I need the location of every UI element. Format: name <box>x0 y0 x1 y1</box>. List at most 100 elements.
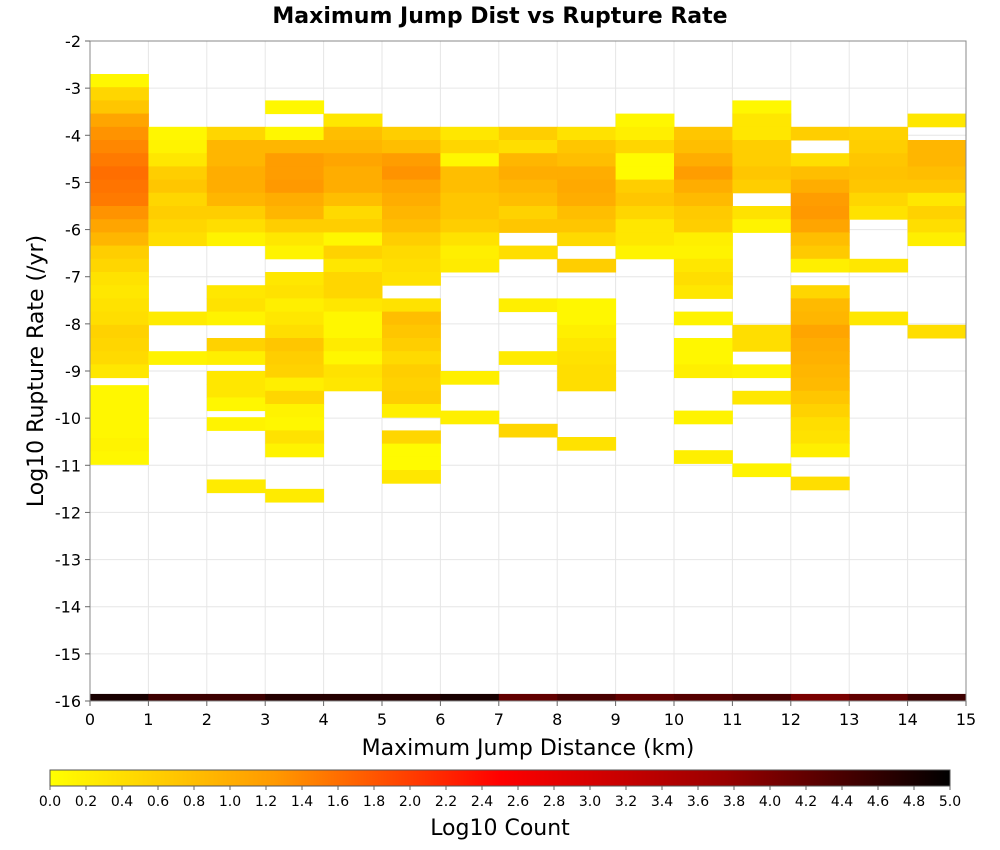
heatmap-cell <box>849 693 909 701</box>
heatmap-cell <box>790 476 850 491</box>
heatmap-cell <box>907 206 967 220</box>
colorbar-tick-label: 2.6 <box>507 794 529 810</box>
y-tick-label: -12 <box>55 503 81 522</box>
heatmap-cell <box>790 166 850 181</box>
heatmap-cell <box>615 232 675 247</box>
heatmap-cell <box>323 258 383 273</box>
heatmap-cell <box>790 443 850 458</box>
y-tick-label: -14 <box>55 598 81 617</box>
heatmap-cell <box>265 100 325 115</box>
heatmap-cell <box>90 324 149 339</box>
heatmap-cell <box>148 232 208 247</box>
heatmap-cell <box>557 206 617 220</box>
heatmap-cell <box>615 206 675 220</box>
heatmap-cell <box>323 338 383 352</box>
heatmap-cell <box>498 219 558 233</box>
heatmap-cell <box>732 100 792 115</box>
heatmap-cell <box>790 179 850 194</box>
y-tick-label: -13 <box>55 551 81 570</box>
heatmap-cell <box>615 693 675 701</box>
heatmap-cell <box>674 410 733 425</box>
heatmap-cell <box>323 153 383 167</box>
heatmap-cell <box>849 192 909 207</box>
x-tick-label: 1 <box>143 710 153 729</box>
heatmap-cell <box>206 192 266 207</box>
heatmap-cell <box>206 417 266 431</box>
heatmap-cell <box>790 126 850 141</box>
heatmap-cell <box>382 153 441 167</box>
heatmap-cell <box>615 166 675 181</box>
colorbar-tick-label: 0.0 <box>39 794 61 810</box>
heatmap-cell <box>732 113 792 128</box>
heatmap-cell <box>849 311 909 326</box>
y-tick-label: -8 <box>65 315 81 334</box>
heatmap-cell <box>790 153 850 167</box>
y-tick-label: -6 <box>65 221 81 240</box>
heatmap-cell <box>265 324 325 339</box>
heatmap-cell <box>615 140 675 154</box>
heatmap-cell <box>90 364 149 379</box>
heatmap-cell <box>907 693 967 701</box>
heatmap-cell <box>440 166 500 181</box>
heatmap-cell <box>206 693 266 701</box>
heatmap-cell <box>265 338 325 352</box>
x-axis-ticks: 0 1 2 3 4 5 6 7 8 9 10 11 12 13 14 15 <box>85 701 976 729</box>
heatmap-cell <box>557 693 617 701</box>
heatmap-cell <box>90 179 149 194</box>
heatmap-cell <box>382 206 441 220</box>
heatmap-cell <box>440 206 500 220</box>
heatmap-cell <box>90 126 149 141</box>
colorbar-tick-label: 4.8 <box>903 794 925 810</box>
heatmap-cell <box>615 126 675 141</box>
heatmap-cell <box>148 140 208 154</box>
heatmap-cell <box>790 298 850 313</box>
heatmap-cell <box>206 371 266 385</box>
heatmap-cell <box>557 311 617 326</box>
heatmap-cell <box>674 258 733 273</box>
heatmap-cell <box>206 140 266 154</box>
colorbar-tick-label: 3.4 <box>651 794 673 810</box>
heatmap-cell <box>90 385 149 399</box>
heatmap-cell <box>206 397 266 412</box>
heatmap-cell <box>615 153 675 167</box>
heatmap-cell <box>265 179 325 194</box>
heatmap-cell <box>323 126 383 141</box>
heatmap-cell <box>265 298 325 313</box>
heatmap-cell <box>206 166 266 181</box>
heatmap-cell <box>790 285 850 299</box>
heatmap-cell <box>265 488 325 503</box>
heatmap-cell <box>732 140 792 154</box>
heatmap-cell <box>265 206 325 220</box>
heatmap-cell <box>907 219 967 233</box>
heatmap-cell <box>323 285 383 299</box>
x-axis-label: Maximum Jump Distance (km) <box>362 736 695 761</box>
heatmap-cell <box>90 258 149 273</box>
y-tick-label: -3 <box>65 79 81 98</box>
heatmap-cell <box>265 390 325 405</box>
heatmap-cell <box>382 179 441 194</box>
heatmap-cell <box>907 324 967 339</box>
heatmap-cell <box>382 311 441 326</box>
heatmap-cell <box>498 140 558 154</box>
heatmap-cell <box>849 140 909 154</box>
heatmap-cell <box>382 364 441 379</box>
colorbar <box>49 769 951 787</box>
heatmap-cell <box>790 219 850 233</box>
heatmap-cell <box>440 693 500 701</box>
colorbar-tick-label: 4.6 <box>867 794 889 810</box>
heatmap-cell <box>382 140 441 154</box>
heatmap-cell <box>265 140 325 154</box>
heatmap-cell <box>440 140 500 154</box>
heatmap-cell <box>382 232 441 247</box>
x-tick-label: 11 <box>722 710 742 729</box>
heatmap-cell <box>323 140 383 154</box>
heatmap-cell <box>382 470 441 484</box>
heatmap-cell <box>90 232 149 247</box>
heatmap-cell <box>90 140 149 154</box>
heatmap-cell <box>732 338 792 352</box>
heatmap-cell <box>498 126 558 141</box>
heatmap-cell <box>323 206 383 220</box>
heatmap-cell <box>148 126 208 141</box>
heatmap-cell <box>206 285 266 299</box>
heatmap-cell <box>674 245 733 260</box>
